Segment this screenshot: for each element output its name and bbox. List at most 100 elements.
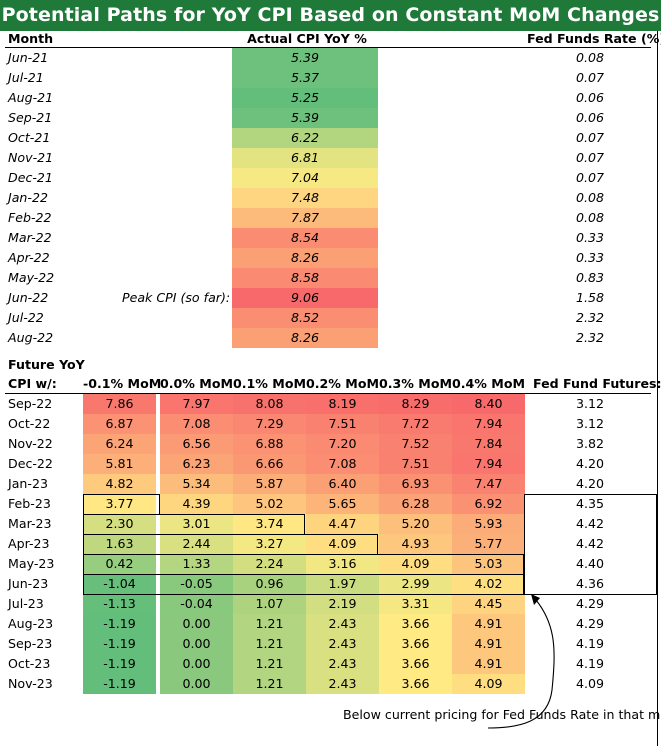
future-cpi-cell: 7.52 bbox=[379, 434, 452, 454]
future-cpi-cell: 2.99 bbox=[379, 574, 452, 594]
future-cpi-cell: 3.31 bbox=[379, 594, 452, 614]
future-month-label: Sep-22 bbox=[8, 396, 53, 411]
future-cpi-cell: -1.04 bbox=[83, 574, 156, 594]
cpi-with-label: CPI w/: bbox=[8, 376, 57, 391]
future-month-label: Jul-23 bbox=[8, 596, 44, 611]
future-cpi-cell: 7.47 bbox=[452, 474, 525, 494]
future-cpi-cell: 1.21 bbox=[233, 674, 306, 694]
future-cpi-cell: 7.94 bbox=[452, 414, 525, 434]
future-cpi-cell: 6.66 bbox=[233, 454, 306, 474]
future-cpi-cell: 3.01 bbox=[160, 514, 233, 534]
month-label: Mar-22 bbox=[8, 230, 52, 245]
fed-fund-future-value: 4.09 bbox=[575, 676, 605, 691]
future-cpi-cell: 4.93 bbox=[379, 534, 452, 554]
fed-fund-future-value: 4.29 bbox=[575, 616, 605, 631]
month-label: May-22 bbox=[8, 270, 55, 285]
future-cpi-cell: 3.66 bbox=[379, 614, 452, 634]
fed-funds-value: 0.33 bbox=[575, 230, 605, 245]
actual-cpi-cell: 6.81 bbox=[232, 148, 378, 168]
future-cpi-cell: 5.34 bbox=[160, 474, 233, 494]
month-label: Jan-22 bbox=[8, 190, 48, 205]
future-month-label: Nov-22 bbox=[8, 436, 53, 451]
future-cpi-cell: 1.21 bbox=[233, 634, 306, 654]
fed-fund-future-value: 3.12 bbox=[575, 416, 605, 431]
future-cpi-cell: 1.33 bbox=[160, 554, 233, 574]
header-rule bbox=[5, 47, 651, 48]
future-month-label: Dec-22 bbox=[8, 456, 53, 471]
future-cpi-cell: 3.74 bbox=[233, 514, 306, 534]
scenario-header: 0.4% MoM bbox=[452, 376, 526, 391]
month-label: Jun-22 bbox=[8, 290, 49, 305]
future-cpi-cell: -1.19 bbox=[83, 674, 156, 694]
month-label: Jul-22 bbox=[8, 310, 44, 325]
future-cpi-cell: 4.47 bbox=[306, 514, 379, 534]
future-cpi-cell: 8.29 bbox=[379, 394, 452, 414]
fed-funds-value: 0.06 bbox=[575, 90, 605, 105]
future-cpi-cell: 3.66 bbox=[379, 654, 452, 674]
future-cpi-cell: 5.81 bbox=[83, 454, 156, 474]
fed-fund-future-value: 4.19 bbox=[575, 636, 605, 651]
future-cpi-cell: 4.91 bbox=[452, 614, 525, 634]
fed-funds-value: 0.33 bbox=[575, 250, 605, 265]
future-cpi-cell: 5.93 bbox=[452, 514, 525, 534]
fed-funds-value: 0.08 bbox=[575, 50, 605, 65]
annotation-note: Below current pricing for Fed Funds Rate… bbox=[343, 707, 661, 722]
future-yoy-label: Future YoY bbox=[8, 357, 85, 372]
future-month-label: Jan-23 bbox=[8, 476, 48, 491]
fed-fund-future-value: 4.20 bbox=[575, 476, 605, 491]
future-cpi-cell: 4.45 bbox=[452, 594, 525, 614]
future-cpi-cell: 6.87 bbox=[83, 414, 156, 434]
scenario-header-rule bbox=[5, 393, 651, 394]
future-cpi-cell: -0.04 bbox=[160, 594, 233, 614]
month-label: Jul-21 bbox=[8, 70, 44, 85]
month-label: Dec-21 bbox=[8, 170, 53, 185]
future-cpi-cell: 2.24 bbox=[233, 554, 306, 574]
fed-fund-future-value: 4.42 bbox=[575, 536, 605, 551]
scenario-header: 0.0% MoM bbox=[160, 376, 234, 391]
future-cpi-cell: 7.97 bbox=[160, 394, 233, 414]
annotation-arrow-head bbox=[531, 594, 540, 605]
future-month-label: Oct-22 bbox=[8, 416, 51, 431]
future-cpi-cell: 4.02 bbox=[452, 574, 525, 594]
future-month-label: May-23 bbox=[8, 556, 55, 571]
actual-cpi-cell: 7.48 bbox=[232, 188, 378, 208]
future-cpi-cell: 7.51 bbox=[379, 454, 452, 474]
future-cpi-cell: 6.88 bbox=[233, 434, 306, 454]
future-month-label: Apr-23 bbox=[8, 536, 50, 551]
future-cpi-cell: 1.21 bbox=[233, 614, 306, 634]
future-cpi-cell: 3.27 bbox=[233, 534, 306, 554]
future-cpi-cell: 3.66 bbox=[379, 634, 452, 654]
actual-cpi-cell: 5.25 bbox=[232, 88, 378, 108]
future-cpi-cell: 5.20 bbox=[379, 514, 452, 534]
fed-fund-future-value: 3.82 bbox=[575, 436, 605, 451]
future-cpi-cell: 6.92 bbox=[452, 494, 525, 514]
peak-cpi-label: Peak CPI (so far): bbox=[122, 290, 231, 305]
future-cpi-cell: 0.00 bbox=[160, 654, 233, 674]
month-header: Month bbox=[8, 31, 54, 46]
fed-fund-future-value: 3.12 bbox=[575, 396, 605, 411]
future-cpi-cell: 7.51 bbox=[306, 414, 379, 434]
future-month-label: Oct-23 bbox=[8, 656, 51, 671]
future-cpi-cell: -1.19 bbox=[83, 634, 156, 654]
future-cpi-cell: 6.24 bbox=[83, 434, 156, 454]
fed-funds-header: Fed Funds Rate (%) bbox=[527, 31, 661, 46]
month-label: Sep-21 bbox=[8, 110, 53, 125]
future-cpi-cell: 2.19 bbox=[306, 594, 379, 614]
future-month-label: Sep-23 bbox=[8, 636, 53, 651]
future-cpi-cell: 7.72 bbox=[379, 414, 452, 434]
scenario-header: -0.1% MoM bbox=[83, 376, 162, 391]
actual-cpi-cell: 8.26 bbox=[232, 248, 378, 268]
future-cpi-cell: 1.97 bbox=[306, 574, 379, 594]
future-cpi-cell: 7.29 bbox=[233, 414, 306, 434]
fed-fund-future-value: 4.42 bbox=[575, 516, 605, 531]
future-cpi-cell: 7.08 bbox=[306, 454, 379, 474]
fed-funds-value: 0.83 bbox=[575, 270, 605, 285]
actual-cpi-cell: 8.26 bbox=[232, 328, 378, 348]
future-cpi-cell: 3.77 bbox=[83, 494, 156, 514]
fed-fund-future-value: 4.20 bbox=[575, 456, 605, 471]
future-cpi-cell: -1.19 bbox=[83, 654, 156, 674]
future-cpi-cell: 5.02 bbox=[233, 494, 306, 514]
month-label: Aug-22 bbox=[8, 330, 54, 345]
actual-cpi-cell: 9.06 bbox=[232, 288, 378, 308]
future-cpi-cell: 5.77 bbox=[452, 534, 525, 554]
